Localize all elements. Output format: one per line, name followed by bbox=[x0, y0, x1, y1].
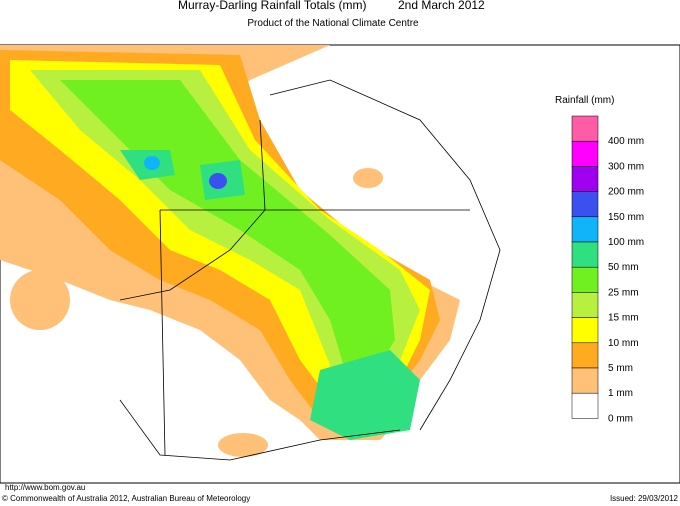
legend-label: 300 mm bbox=[608, 161, 644, 172]
legend-label: 150 mm bbox=[608, 212, 644, 223]
legend-swatch bbox=[571, 216, 599, 243]
legend-swatch bbox=[571, 166, 599, 192]
legend-swatch bbox=[571, 392, 599, 419]
legend-title: Rainfall (mm) bbox=[555, 95, 614, 106]
legend-label: 0 mm bbox=[608, 413, 633, 424]
legend-label: 25 mm bbox=[608, 287, 639, 298]
legend-label: 1 mm bbox=[608, 388, 633, 399]
legend-swatch bbox=[571, 191, 599, 218]
legend: 400 mm 300 mm 200 mm 150 mm 100 mm 50 mm 25 mm… bbox=[571, 115, 644, 424]
legend-swatch bbox=[571, 241, 599, 268]
legend-swatch bbox=[571, 317, 599, 344]
legend-label: 50 mm bbox=[608, 262, 639, 273]
source-url: http://www.bom.gov.au bbox=[5, 483, 85, 492]
legend-swatch bbox=[571, 140, 599, 167]
legend-label: 15 mm bbox=[608, 313, 639, 324]
copyright: © Commonwealth of Australia 2012, Austra… bbox=[2, 494, 250, 503]
legend-swatch bbox=[571, 367, 599, 394]
legend-label: 200 mm bbox=[608, 187, 644, 198]
legend-swatch bbox=[571, 292, 599, 318]
issued-date: Issued: 29/03/2012 bbox=[610, 494, 679, 503]
map-date: 2nd March 2012 bbox=[398, 0, 485, 12]
legend-swatch bbox=[571, 115, 599, 142]
legend-swatch bbox=[571, 266, 599, 293]
legend-swatch bbox=[571, 342, 599, 369]
legend-label: 10 mm bbox=[608, 338, 639, 349]
legend-label: 100 mm bbox=[608, 237, 644, 248]
map-title: Murray-Darling Rainfall Totals (mm) bbox=[178, 0, 366, 12]
map-subtitle: Product of the National Climate Centre bbox=[247, 18, 419, 29]
legend-label: 5 mm bbox=[608, 363, 633, 374]
legend-label: 400 mm bbox=[608, 136, 644, 147]
map bbox=[0, 44, 680, 484]
